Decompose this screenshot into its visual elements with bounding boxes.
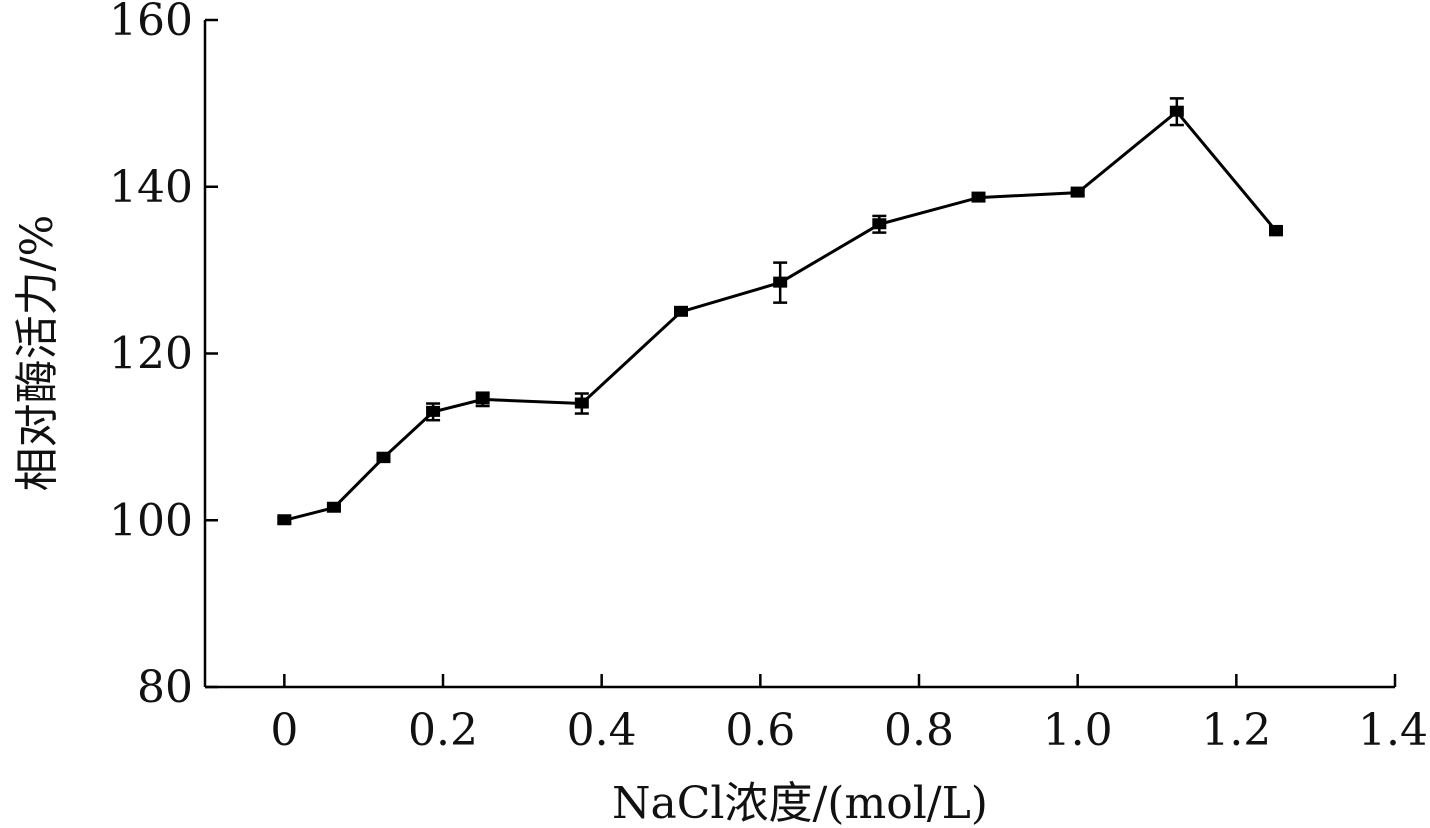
data-point	[1269, 224, 1283, 236]
x-tick-label: 1.0	[1043, 705, 1113, 756]
x-tick-label: 0.4	[567, 705, 637, 756]
tick-labels: 80 100 120 140 160 0 0.2 0.4 0.6 0.8 1.0 1.2 1.4	[109, 0, 1428, 756]
series-line	[283, 109, 1278, 522]
data-point	[376, 451, 391, 463]
data-point	[971, 191, 986, 203]
data-point	[872, 218, 887, 230]
data-point	[1169, 105, 1184, 117]
y-tick-label: 160	[109, 0, 193, 46]
data-point	[277, 514, 292, 526]
axes	[203, 20, 1395, 689]
data-point	[326, 501, 341, 513]
series-layer	[277, 97, 1283, 526]
y-tick-label: 80	[137, 662, 193, 713]
data-point	[674, 305, 688, 317]
data-point	[773, 276, 788, 288]
y-axis-title: 相对酶活力/%	[12, 215, 63, 492]
x-tick-label: 0.6	[725, 705, 795, 756]
ticks	[205, 18, 1397, 689]
x-tick-label: 1.4	[1358, 705, 1428, 756]
y-tick-label: 100	[109, 495, 193, 546]
x-tick-label: 0.2	[408, 705, 478, 756]
data-point	[1070, 186, 1085, 198]
data-point	[574, 397, 589, 409]
y-tick-label: 120	[109, 329, 193, 380]
y-tick-label: 140	[109, 162, 193, 213]
x-tick-label: 0	[270, 705, 298, 756]
x-axis-title: NaCl浓度/(mol/L)	[612, 778, 988, 828]
x-tick-label: 1.2	[1201, 705, 1271, 756]
x-tick-label: 0.8	[884, 705, 954, 756]
data-point	[475, 393, 490, 405]
data-point	[426, 405, 441, 417]
